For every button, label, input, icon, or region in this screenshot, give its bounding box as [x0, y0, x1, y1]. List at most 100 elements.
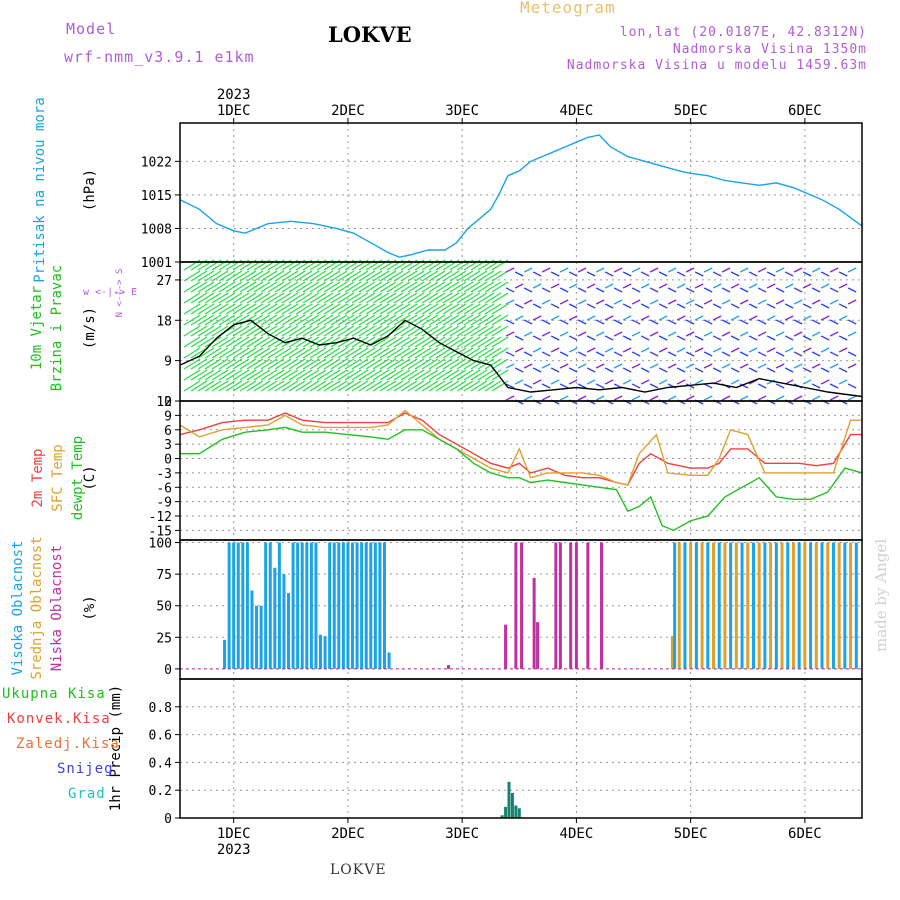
- wind-barb: [211, 314, 229, 326]
- wind-barb: [730, 303, 740, 309]
- wind-barb: [267, 347, 285, 359]
- bar-cloud_high: [360, 542, 364, 669]
- wind-barb: [491, 325, 509, 337]
- wind-barb: [784, 283, 794, 289]
- bar-cloud_low: [600, 542, 604, 669]
- wind-barb: [631, 319, 641, 325]
- wind-barb: [838, 335, 848, 341]
- wind-barb: [532, 315, 542, 321]
- model-name: wrf-nmm_v3.9.1 e1km: [64, 48, 255, 66]
- wind-barb: [365, 325, 383, 337]
- wind-barb: [239, 270, 257, 282]
- wind-barb: [802, 347, 812, 353]
- wind-barb: [676, 271, 686, 277]
- wind-barb: [386, 281, 404, 293]
- wind-barb: [622, 315, 632, 321]
- wind-barb: [414, 358, 432, 370]
- wind-barb: [631, 363, 641, 369]
- bar-cloud_high: [797, 542, 801, 669]
- wind-barb: [847, 319, 857, 325]
- wind-barb: [766, 283, 776, 289]
- wind-barb: [604, 271, 614, 277]
- wind-barb: [694, 379, 704, 385]
- wind-barb: [667, 299, 677, 305]
- wind-barb: [559, 383, 569, 389]
- ytick-label: 0.8: [149, 701, 172, 716]
- wind-barb: [372, 347, 390, 359]
- wind-barb: [211, 303, 229, 315]
- wind-barb: [435, 369, 453, 381]
- wind-barb: [694, 347, 704, 353]
- wind-barb: [477, 369, 495, 381]
- bar-cloud_mid: [849, 542, 853, 669]
- wind-barb: [323, 347, 341, 359]
- wind-barb: [470, 281, 488, 293]
- wind-barb: [649, 319, 659, 325]
- wind-barb: [449, 380, 467, 392]
- wind-barb: [309, 303, 327, 315]
- wind-barb: [757, 395, 767, 401]
- wind-barb: [246, 347, 264, 359]
- wind-barb: [232, 292, 250, 304]
- wind-barb: [190, 292, 208, 304]
- wind-barb: [316, 270, 334, 282]
- wind-barb: [685, 299, 695, 305]
- wind-barb: [204, 380, 222, 392]
- wind-barb: [470, 347, 488, 359]
- bar-cloud_high: [854, 542, 858, 669]
- wind-barb: [246, 270, 264, 282]
- wind-barb: [183, 369, 201, 381]
- ytick-label: 0.2: [149, 784, 172, 799]
- wind-barb: [559, 319, 569, 325]
- wind-barb: [829, 363, 839, 369]
- wind-barb: [739, 383, 749, 389]
- wind-barb: [295, 347, 313, 359]
- bar-cloud_high: [706, 542, 710, 669]
- footer-location: LOKVE: [330, 862, 387, 878]
- ytick-label: 50: [156, 600, 172, 615]
- wind-barb: [676, 315, 686, 321]
- wind-barb: [218, 281, 236, 293]
- wind-barb: [204, 292, 222, 304]
- wind-barb: [613, 287, 623, 293]
- wind-barb: [421, 347, 439, 359]
- wind-barb: [838, 303, 848, 309]
- wind-barb: [218, 292, 236, 304]
- wind-barb: [586, 335, 596, 341]
- wind-barb: [302, 358, 320, 370]
- wind-barb: [414, 270, 432, 282]
- wind-barb: [204, 303, 222, 315]
- wind-barb: [577, 351, 587, 357]
- wind-barb: [667, 287, 677, 293]
- wind-barb: [218, 303, 236, 315]
- bar-cloud_high: [328, 542, 332, 669]
- wind-barb: [337, 270, 355, 282]
- wind-barb: [204, 270, 222, 282]
- bar-cloud_low: [558, 542, 562, 669]
- wind-barb: [532, 347, 542, 353]
- wind-barb: [820, 271, 830, 277]
- ytick-label: 0.4: [149, 756, 173, 771]
- panel-frame: [179, 122, 863, 263]
- wind-barb: [595, 351, 605, 357]
- wind-barb: [302, 314, 320, 326]
- wind-barb: [428, 347, 446, 359]
- wind-barb: [211, 325, 229, 337]
- wind-barb: [365, 336, 383, 348]
- wind-barb: [407, 380, 425, 392]
- wind-barb: [491, 303, 509, 315]
- wind-barb: [288, 369, 306, 381]
- wind-barb: [766, 379, 776, 385]
- bar-cloud_high: [740, 542, 744, 669]
- wind-barb: [703, 331, 713, 337]
- wind-barb: [667, 351, 677, 357]
- wind-barb: [344, 325, 362, 337]
- wind-barb: [442, 292, 460, 304]
- bar-cloud_high: [241, 542, 245, 669]
- bar-cloud_high: [786, 542, 790, 669]
- ytick-label: 1022: [141, 155, 172, 170]
- wind-barb: [622, 367, 632, 373]
- wind-barb: [183, 380, 201, 392]
- series-line-temp_sfc: [179, 409, 862, 486]
- wind-barb: [365, 292, 383, 304]
